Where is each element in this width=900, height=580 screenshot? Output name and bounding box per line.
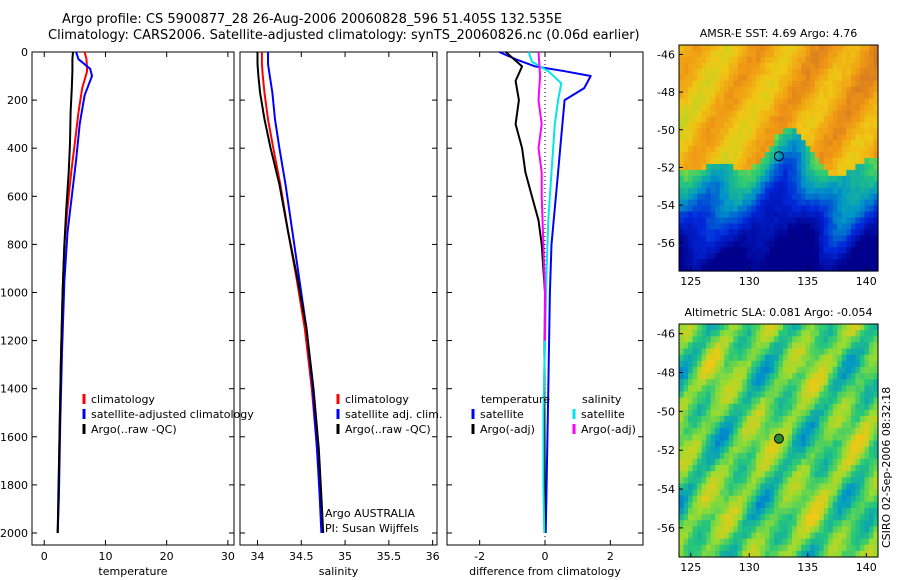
temperature-profile-xlabel: temperature xyxy=(98,565,167,578)
sst-map-xtick-label: 140 xyxy=(856,275,877,288)
sla-map-xtick-label: 140 xyxy=(856,561,877,574)
difference-profile-series-salinity-argo-adj- xyxy=(537,51,546,341)
sla-map-title: Altimetric SLA: 0.081 Argo: -0.054 xyxy=(685,306,873,319)
title-line-2: Climatology: CARS2006. Satellite-adjuste… xyxy=(48,28,640,43)
sla-map-ytick-label: -52 xyxy=(657,444,675,457)
difference-legend-header-temperature: temperature xyxy=(481,393,550,406)
depth-tick-label: 400 xyxy=(7,142,28,155)
sst-map-ytick-label: -48 xyxy=(657,86,675,99)
sst-map-xtick-label: 135 xyxy=(797,275,818,288)
temperature-profile-xtick-label: 0 xyxy=(41,550,48,563)
sst-map-argo-marker xyxy=(773,151,784,162)
salinity-profile-xtick-label: 35.5 xyxy=(377,550,402,563)
sla-map-xtick-label: 130 xyxy=(739,561,760,574)
salinity-profile-series-satellite-adj-clim- xyxy=(267,52,323,534)
salinity-profile-series-argo-raw-qc- xyxy=(256,52,325,534)
temperature-profile-xtick-label: 20 xyxy=(160,550,174,563)
difference-profile-panel: -2 0 2 difference from climatology xyxy=(446,51,644,578)
difference-legend-entry: Argo(-adj) xyxy=(480,423,535,436)
sla-map: 125 130 135 140 -46 -48 -50 -52 -54 -56 Altimetric… xyxy=(657,306,879,574)
depth-tick-label: 800 xyxy=(7,238,28,251)
sst-map-ytick-label: -50 xyxy=(657,124,675,137)
difference-legend-entry: satellite xyxy=(480,408,524,421)
difference-profile-xtick-label: 2 xyxy=(607,550,614,563)
depth-tick-label: 1400 xyxy=(0,383,28,396)
difference-legend-entry: satellite xyxy=(581,408,625,421)
salinity-profile-xtick-label: 36 xyxy=(426,550,440,563)
depth-tick-label: 600 xyxy=(7,190,28,203)
temperature-profile-xtick-label: 30 xyxy=(221,550,235,563)
depth-tick-label: 2000 xyxy=(0,527,28,540)
sla-map-ytick-label: -46 xyxy=(657,328,675,341)
temperature-legend-entry: satellite-adjusted climatology xyxy=(91,408,254,421)
temperature-profile-frame xyxy=(31,51,235,546)
salinity-profile-xtick-label: 34.5 xyxy=(289,550,314,563)
depth-tick-label: 200 xyxy=(7,94,28,107)
salinity-profile-xtick-label: 35 xyxy=(338,550,352,563)
salinity-profile-xlabel: salinity xyxy=(319,565,359,578)
title-line-1: Argo profile: CS 5900877_28 26-Aug-2006 … xyxy=(62,12,563,27)
salinity-legend-entry: Argo(..raw -QC) xyxy=(345,423,431,436)
salinity-profile-frame xyxy=(239,51,438,546)
salinity-legend-entry: climatology xyxy=(345,393,409,406)
sst-map-field xyxy=(679,45,879,272)
salinity-profile-panel: 34 34.5 35 35.5 36 salinity xyxy=(239,51,440,578)
sst-map-frame xyxy=(678,44,879,272)
sla-map-ytick-label: -54 xyxy=(657,483,675,496)
salinity-legend-entry: satellite adj. clim. xyxy=(345,408,442,421)
difference-profile-xlabel: difference from climatology xyxy=(469,565,621,578)
argo-australia-label: Argo AUSTRALIA xyxy=(325,507,415,520)
temperature-legend-entry: climatology xyxy=(91,393,155,406)
difference-profile-series-temperature-satellite xyxy=(498,51,592,534)
depth-tick-label: 0 xyxy=(21,46,28,59)
temperature-profile-panel: 0 10 20 30 0 200 400 600 800 1000 1200 1400 1600 1800… xyxy=(0,46,235,578)
sla-map-field xyxy=(679,324,879,558)
sla-map-xtick-label: 135 xyxy=(797,561,818,574)
timestamp-stamp: CSIRO 02-Sep-2006 08:32:18 xyxy=(880,386,893,548)
difference-profile-series-salinity-satellite xyxy=(527,51,563,534)
depth-tick-label: 1600 xyxy=(0,431,28,444)
sla-map-ytick-label: -50 xyxy=(657,405,675,418)
sla-map-frame xyxy=(678,323,879,558)
sst-map-xtick-label: 130 xyxy=(739,275,760,288)
pi-label: PI: Susan Wijffels xyxy=(325,522,419,535)
sla-map-xtick-label: 125 xyxy=(680,561,701,574)
sla-map-argo-marker xyxy=(773,433,784,444)
temperature-profile-xtick-label: 10 xyxy=(98,550,112,563)
sst-map-ytick-label: -46 xyxy=(657,48,675,61)
sst-map-ytick-label: -54 xyxy=(657,199,675,212)
sst-map-ytick-label: -52 xyxy=(657,161,675,174)
difference-profile-xtick-label: 0 xyxy=(542,550,549,563)
depth-tick-label: 1200 xyxy=(0,335,28,348)
temperature-profile-series-argo-raw-qc- xyxy=(56,51,74,534)
salinity-profile-xtick-label: 34 xyxy=(251,550,265,563)
temperature-legend-entry: Argo(..raw -QC) xyxy=(91,423,177,436)
sla-map-ytick-label: -48 xyxy=(657,367,675,380)
sst-map: 125 130 135 140 -46 -48 -50 -52 -54 -56 AMSR-E SST… xyxy=(657,27,879,288)
difference-legend-header-salinity: salinity xyxy=(582,393,622,406)
sst-map-title: AMSR-E SST: 4.69 Argo: 4.76 xyxy=(700,27,858,40)
depth-tick-label: 1800 xyxy=(0,479,28,492)
sst-map-xtick-label: 125 xyxy=(680,275,701,288)
depth-tick-label: 1000 xyxy=(0,286,28,299)
difference-legend-entry: Argo(-adj) xyxy=(581,423,636,436)
difference-profile-xtick-label: -2 xyxy=(474,550,485,563)
sla-map-ytick-label: -56 xyxy=(657,522,675,535)
sst-map-ytick-label: -56 xyxy=(657,237,675,250)
